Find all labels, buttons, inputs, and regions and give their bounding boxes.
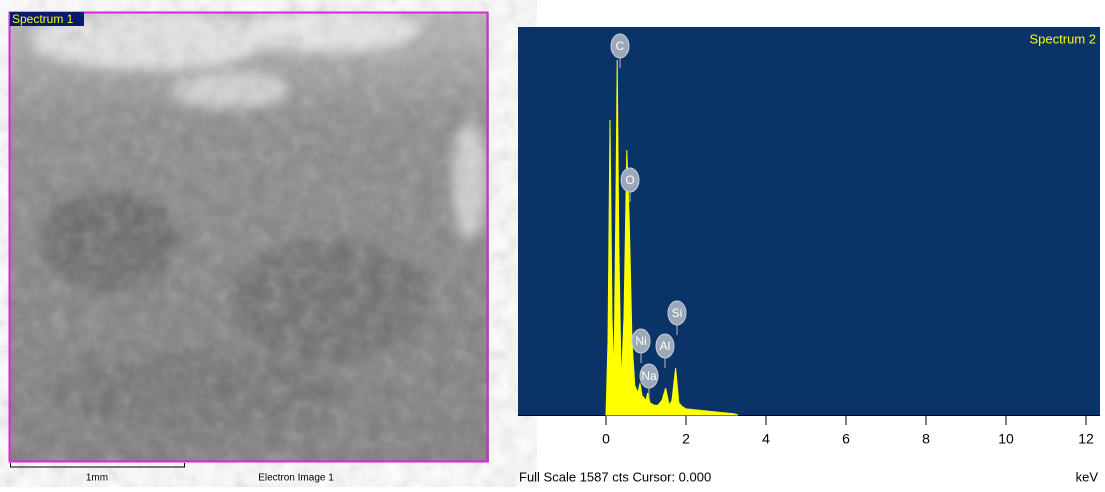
x-tick-label: 10 [998,431,1014,447]
screen: Spectrum 1 1mm Electron Image 1 Spectrum… [0,0,1105,487]
scale-bar-label: 1mm [86,473,108,484]
peak-label: Ni [635,334,646,348]
electron-image: Spectrum 1 1mm Electron Image 1 [9,8,489,484]
spectrum-chart: Spectrum 2 Full Scale 1587 cts Cursor: 0… [518,27,1100,484]
x-tick-label: 8 [922,431,930,447]
x-tick-label: 12 [1078,431,1094,447]
x-unit: keV [1076,469,1099,484]
plot-area [518,27,1100,415]
footer: Full Scale 1587 cts Cursor: 0.000 [519,469,711,484]
image-label: Spectrum 1 [12,12,74,26]
peak-label: O [625,173,634,187]
x-tick-label: 2 [682,431,690,447]
x-tick-label: 0 [602,431,610,447]
image-caption: Electron Image 1 [258,473,334,484]
peak-label: C [616,39,625,53]
x-tick-label: 4 [762,431,770,447]
chart-title: Spectrum 2 [1030,31,1096,46]
peak-label: Si [672,306,683,320]
x-tick-label: 6 [842,431,850,447]
peak-label: Na [641,369,657,383]
peak-label: Al [660,339,671,353]
